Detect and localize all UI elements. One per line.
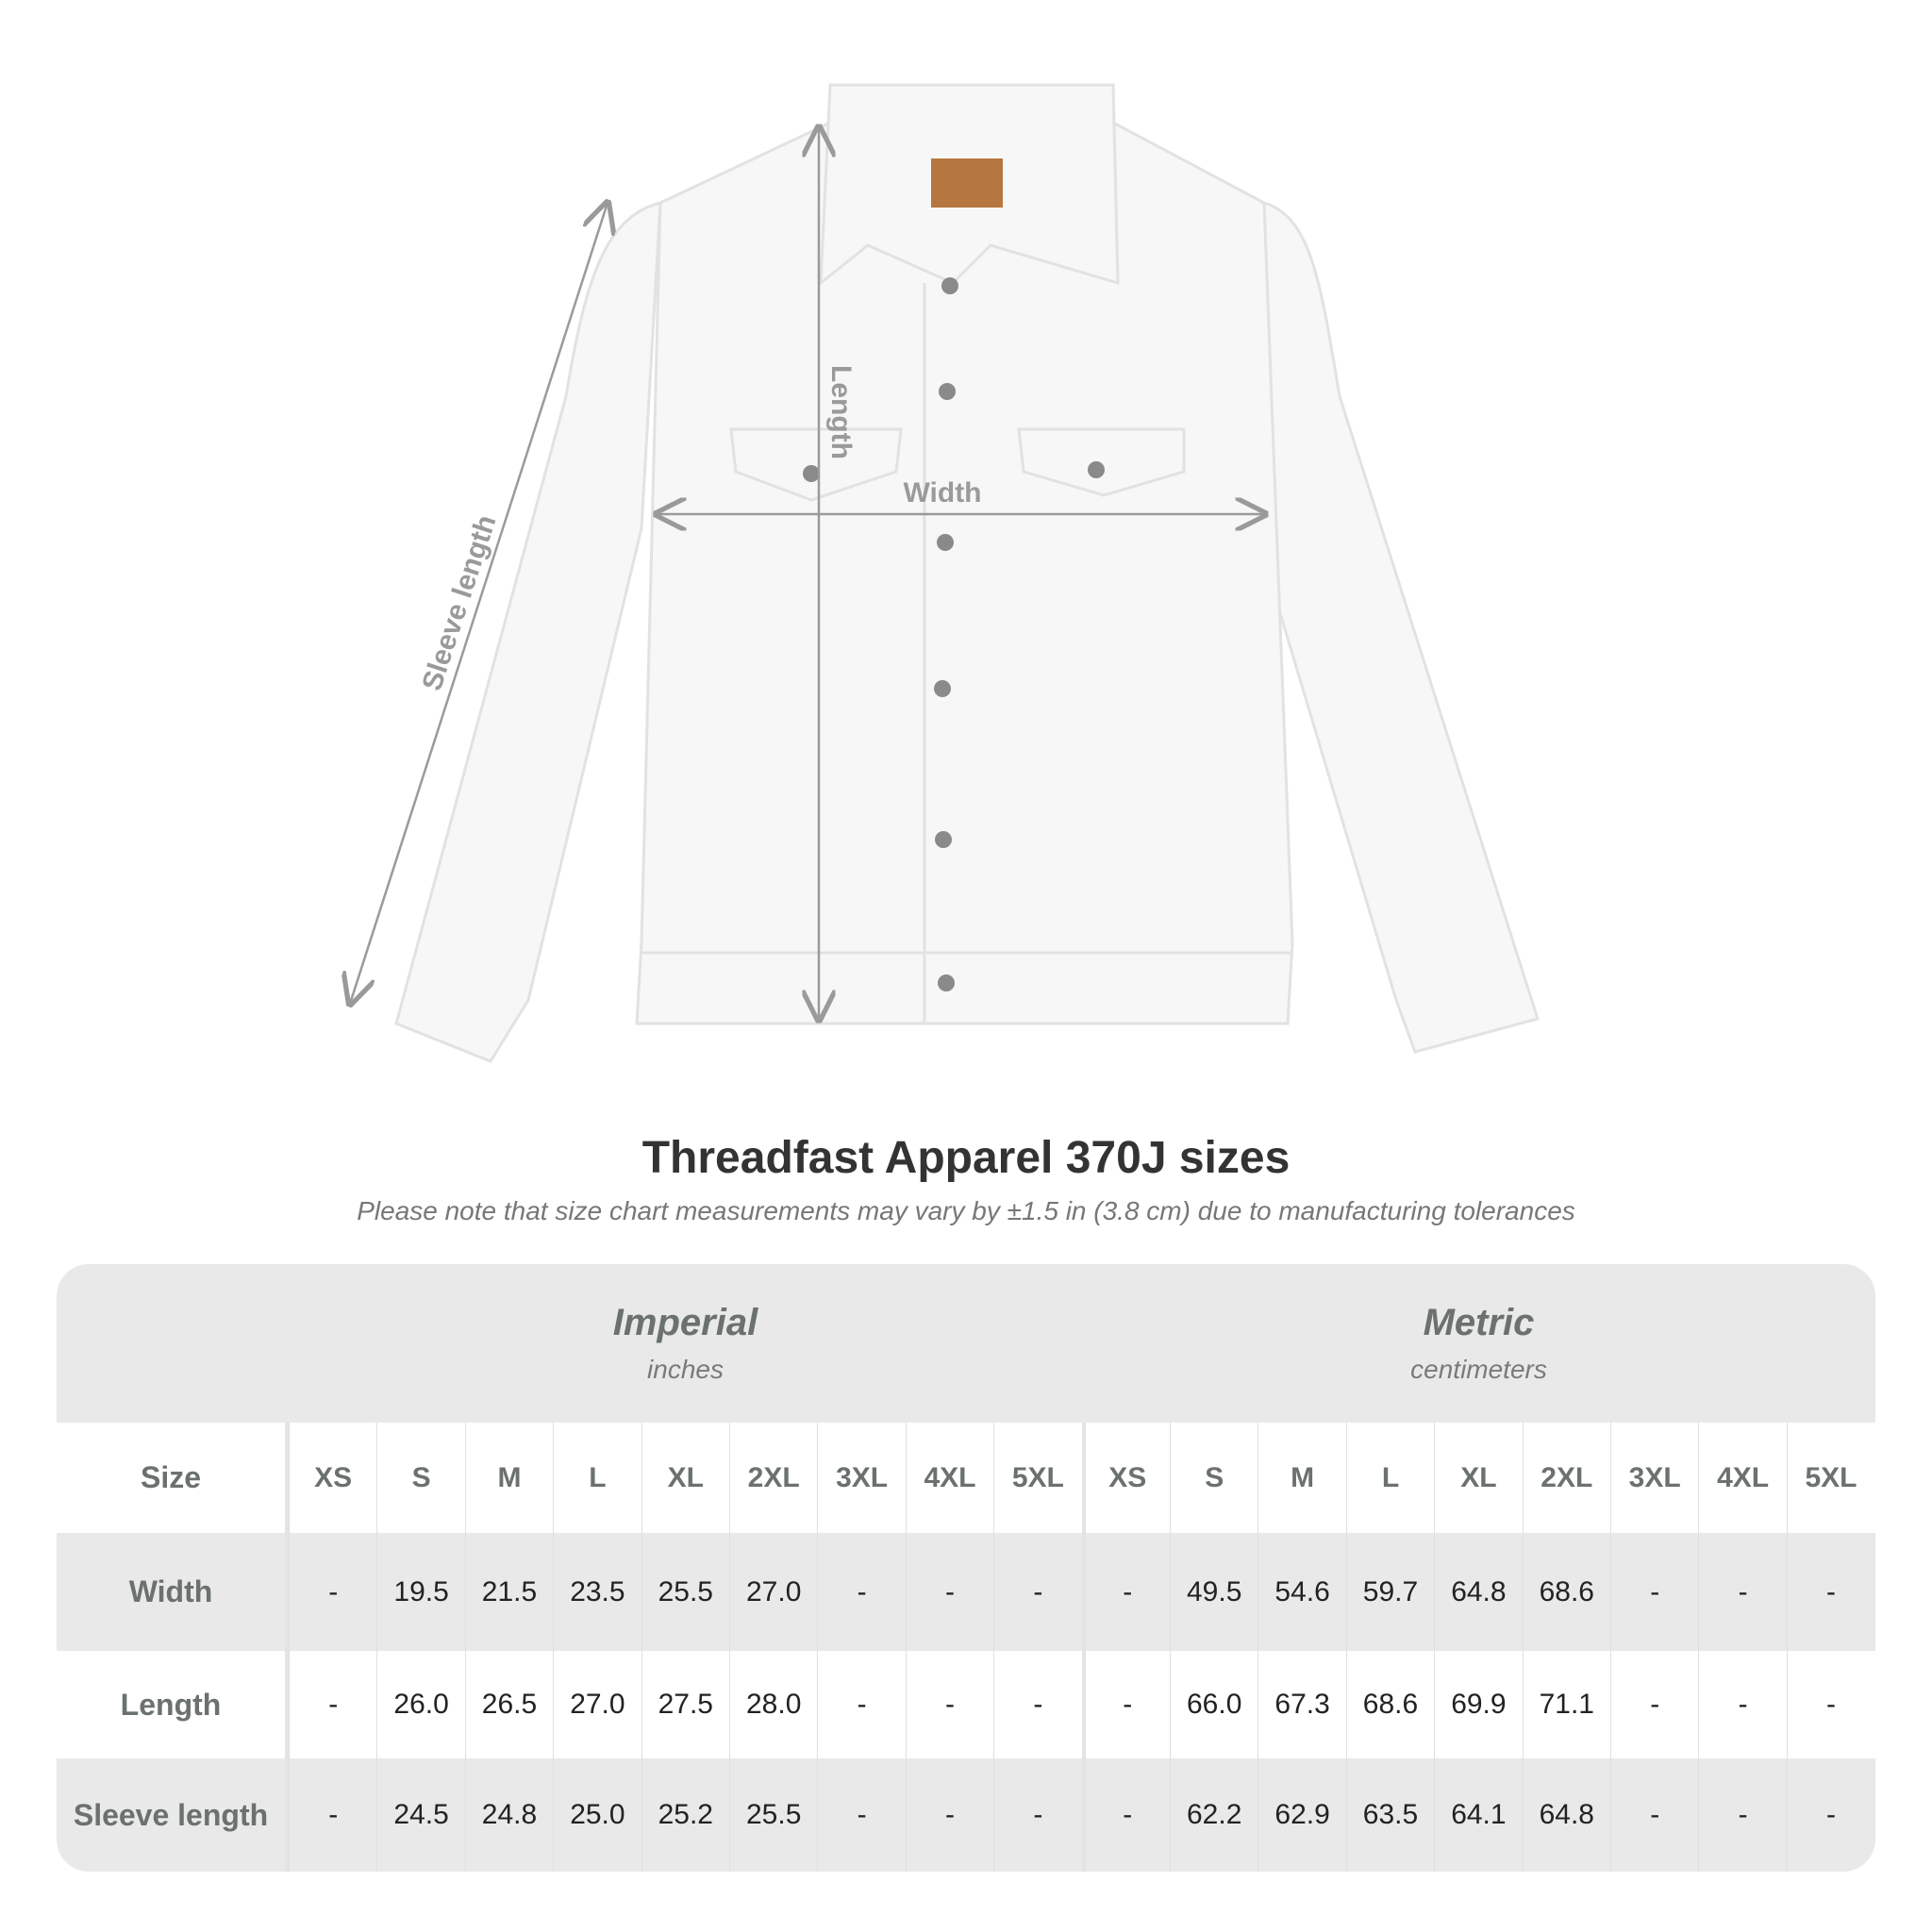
imperial-value-cell: 21.5 <box>464 1533 553 1651</box>
imperial-value-cell: - <box>993 1533 1081 1651</box>
size-table: Imperial inches Metric centimeters Size X… <box>57 1264 1875 1872</box>
imperial-unit: inches <box>647 1355 724 1384</box>
metric-value-cell: - <box>1698 1651 1786 1758</box>
metric-value-cell: 63.5 <box>1345 1758 1434 1872</box>
jacket-illustration <box>394 83 1540 1063</box>
metric-value-cell: 64.1 <box>1434 1758 1522 1872</box>
imperial-title: Imperial <box>612 1302 758 1343</box>
imperial-value-cell: 26.5 <box>464 1651 553 1758</box>
imperial-value-cell: 26.0 <box>376 1651 464 1758</box>
metric-value-cell: 66.0 <box>1170 1651 1257 1758</box>
page-title: Threadfast Apparel 370J sizes <box>641 1133 1291 1183</box>
right-sleeve <box>1253 200 1540 1054</box>
metric-value-cell: 68.6 <box>1345 1651 1434 1758</box>
size-column-header: XS <box>289 1423 376 1533</box>
metric-value-cell: 54.6 <box>1257 1533 1345 1651</box>
imperial-group-header: Imperial inches <box>57 1264 1082 1423</box>
size-column-header: XS <box>1081 1423 1170 1533</box>
metric-value-cell: 49.5 <box>1170 1533 1257 1651</box>
size-header-row: Size XS S M L XL 2XL 3XL 4XL 5XL XS S M L XL 2XL 3XL 4XL 5… <box>57 1423 1875 1533</box>
size-column-header: XL <box>1434 1423 1522 1533</box>
size-column-header: 5XL <box>993 1423 1081 1533</box>
metric-value-cell: 64.8 <box>1522 1758 1610 1872</box>
metric-value-cell: 71.1 <box>1522 1651 1610 1758</box>
size-column-header: L <box>1345 1423 1434 1533</box>
brand-patch <box>931 158 1003 208</box>
imperial-value-cell: 27.0 <box>729 1533 817 1651</box>
size-column-header: 3XL <box>817 1423 905 1533</box>
metric-value-cell: 64.8 <box>1434 1533 1522 1651</box>
metric-value-cell: - <box>1610 1758 1698 1872</box>
imperial-value-cell: - <box>817 1533 905 1651</box>
size-column-header: 2XL <box>1522 1423 1610 1533</box>
size-column-header: 4XL <box>1698 1423 1786 1533</box>
imperial-value-cell: - <box>289 1533 376 1651</box>
size-column-header: S <box>1170 1423 1257 1533</box>
imperial-value-cell: - <box>993 1651 1081 1758</box>
size-column-header: L <box>553 1423 641 1533</box>
imperial-value-cell: - <box>905 1758 993 1872</box>
imperial-value-cell: - <box>817 1758 905 1872</box>
metric-value-cell: - <box>1698 1533 1786 1651</box>
metric-value-cell: 69.9 <box>1434 1651 1522 1758</box>
size-header-label: Size <box>57 1423 289 1533</box>
metric-value-cell: - <box>1786 1758 1874 1872</box>
imperial-value-cell: 27.5 <box>641 1651 729 1758</box>
width-label: Width <box>903 477 981 508</box>
imperial-value-cell: - <box>289 1651 376 1758</box>
size-column-header: 3XL <box>1610 1423 1698 1533</box>
row-label: Width <box>57 1533 289 1651</box>
metric-value-cell: - <box>1081 1758 1170 1872</box>
imperial-value-cell: - <box>993 1758 1081 1872</box>
size-column-header: 4XL <box>905 1423 993 1533</box>
metric-value-cell: 67.3 <box>1257 1651 1345 1758</box>
imperial-value-cell: - <box>905 1533 993 1651</box>
imperial-value-cell: 25.5 <box>641 1533 729 1651</box>
imperial-value-cell: - <box>289 1758 376 1872</box>
imperial-value-cell: - <box>817 1651 905 1758</box>
metric-value-cell: - <box>1081 1533 1170 1651</box>
row-label: Sleeve length <box>57 1758 289 1872</box>
imperial-value-cell: - <box>905 1651 993 1758</box>
table-row: Width -19.5 21.5 23.5 25.5 27.0- - - -49.5 54.6 59… <box>57 1533 1875 1651</box>
table-row: Sleeve length -24.5 24.8 25.0 25.2 25.5- - - -62… <box>57 1758 1875 1872</box>
metric-group-header: Metric centimeters <box>1082 1264 1875 1423</box>
sleeve-length-arrow <box>350 203 608 1004</box>
imperial-value-cell: 24.5 <box>376 1758 464 1872</box>
metric-value-cell: - <box>1786 1651 1874 1758</box>
imperial-value-cell: 25.2 <box>641 1758 729 1872</box>
metric-value-cell: 59.7 <box>1345 1533 1434 1651</box>
size-column-header: M <box>464 1423 553 1533</box>
right-pocket-flap <box>1017 427 1186 497</box>
size-column-header: M <box>1257 1423 1345 1533</box>
imperial-value-cell: 25.5 <box>729 1758 817 1872</box>
imperial-value-cell: 25.0 <box>553 1758 641 1872</box>
table-row: Length -26.0 26.5 27.0 27.5 28.0- - - -66.0 67.3 6… <box>57 1651 1875 1758</box>
metric-value-cell: 62.9 <box>1257 1758 1345 1872</box>
size-column-header: 2XL <box>729 1423 817 1533</box>
size-column-header: XL <box>641 1423 729 1533</box>
metric-value-cell: - <box>1610 1533 1698 1651</box>
metric-title: Metric <box>1423 1302 1535 1343</box>
metric-value-cell: - <box>1786 1533 1874 1651</box>
metric-value-cell: 62.2 <box>1170 1758 1257 1872</box>
imperial-value-cell: 28.0 <box>729 1651 817 1758</box>
imperial-value-cell: 24.8 <box>464 1758 553 1872</box>
tolerance-note: Please note that size chart measurements… <box>357 1196 1575 1225</box>
metric-value-cell: - <box>1081 1651 1170 1758</box>
length-label: Length <box>825 365 857 459</box>
metric-value-cell: - <box>1698 1758 1786 1872</box>
imperial-value-cell: 23.5 <box>553 1533 641 1651</box>
row-label: Length <box>57 1651 289 1758</box>
metric-unit: centimeters <box>1410 1355 1547 1384</box>
imperial-value-cell: 19.5 <box>376 1533 464 1651</box>
metric-value-cell: - <box>1610 1651 1698 1758</box>
metric-value-cell: 68.6 <box>1522 1533 1610 1651</box>
size-column-header: 5XL <box>1786 1423 1874 1533</box>
jacket-diagram: Length Width Sleeve length <box>0 83 1540 1063</box>
size-column-header: S <box>376 1423 464 1533</box>
imperial-value-cell: 27.0 <box>553 1651 641 1758</box>
